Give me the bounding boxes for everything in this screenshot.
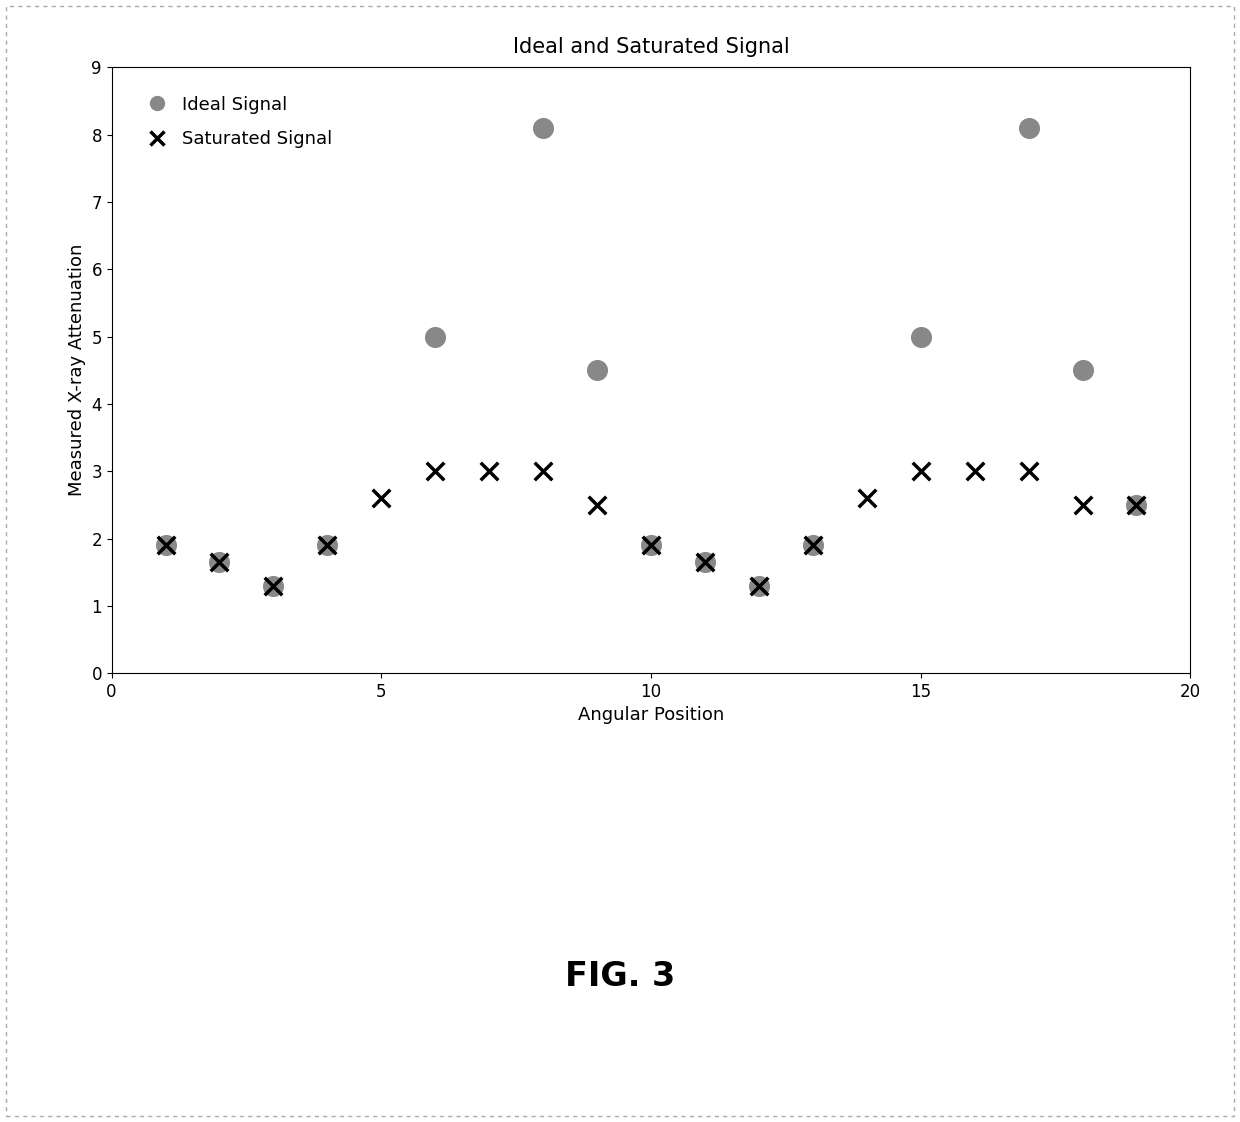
Point (804, 536, 823, 554)
Point (965, 462, 985, 480)
Point (479, 462, 498, 480)
Point (155, 536, 176, 554)
Point (910, 328, 930, 346)
Point (587, 496, 606, 514)
Point (749, 577, 769, 595)
Point (857, 489, 877, 507)
Point (1126, 496, 1146, 514)
Point (1073, 496, 1092, 514)
Point (804, 536, 823, 554)
Point (1018, 462, 1038, 480)
Point (263, 577, 283, 595)
Point (425, 462, 445, 480)
Point (587, 361, 606, 379)
X-axis label: Angular Position: Angular Position (578, 707, 724, 725)
Point (1073, 361, 1092, 379)
Point (694, 553, 714, 571)
Point (1126, 496, 1146, 514)
Y-axis label: Measured X-ray Attenuation: Measured X-ray Attenuation (68, 245, 86, 496)
Point (317, 536, 337, 554)
Point (533, 119, 553, 137)
Point (317, 536, 337, 554)
Point (425, 328, 445, 346)
Point (749, 577, 769, 595)
Point (210, 553, 229, 571)
Point (210, 553, 229, 571)
Point (155, 536, 176, 554)
Title: Ideal and Saturated Signal: Ideal and Saturated Signal (512, 37, 790, 57)
Point (641, 536, 661, 554)
Point (910, 462, 930, 480)
Point (263, 577, 283, 595)
Point (1018, 119, 1038, 137)
Point (533, 462, 553, 480)
Point (371, 489, 391, 507)
Point (641, 536, 661, 554)
Text: FIG. 3: FIG. 3 (565, 959, 675, 993)
Point (694, 553, 714, 571)
Legend: Ideal Signal, Saturated Signal: Ideal Signal, Saturated Signal (131, 89, 340, 155)
